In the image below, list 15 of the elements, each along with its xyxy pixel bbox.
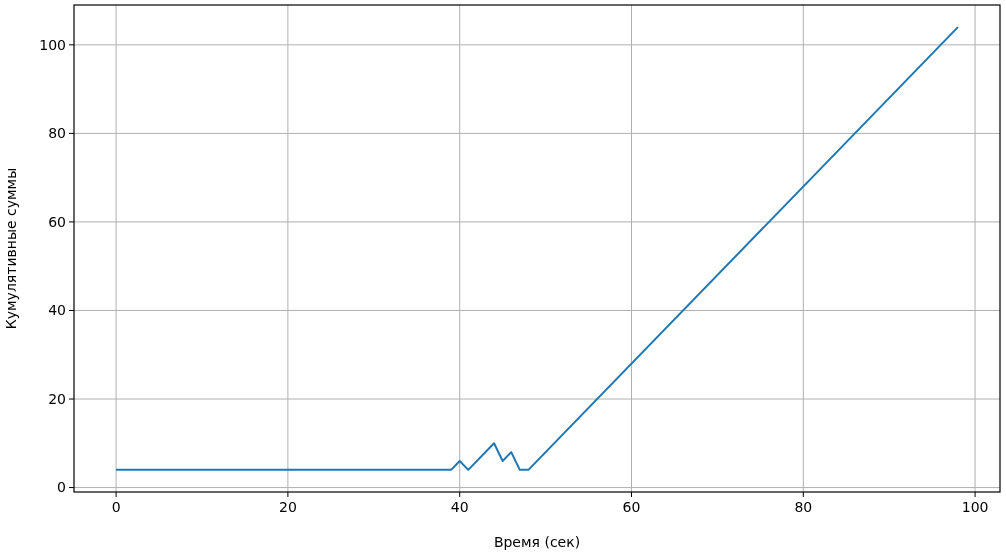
- x-tick-label: 20: [278, 499, 297, 515]
- x-tick-label: 100: [961, 499, 989, 515]
- x-tick-label: 0: [111, 499, 121, 515]
- y-tick-label: 60: [48, 213, 66, 230]
- x-axis-title: Время (сек): [493, 534, 581, 550]
- x-tick-label: 40: [450, 499, 469, 515]
- y-tick-label: 80: [48, 125, 66, 142]
- y-tick-label: 0: [57, 479, 66, 496]
- line-series: [115, 26, 959, 471]
- y-axis-title: Кумулятивные суммы: [3, 167, 19, 330]
- y-tick-label: 100: [39, 36, 66, 53]
- x-tick-label: 60: [622, 499, 641, 515]
- y-tick-label: 40: [48, 302, 66, 319]
- y-tick-label: 20: [48, 390, 66, 407]
- x-tick-label: 80: [794, 499, 813, 515]
